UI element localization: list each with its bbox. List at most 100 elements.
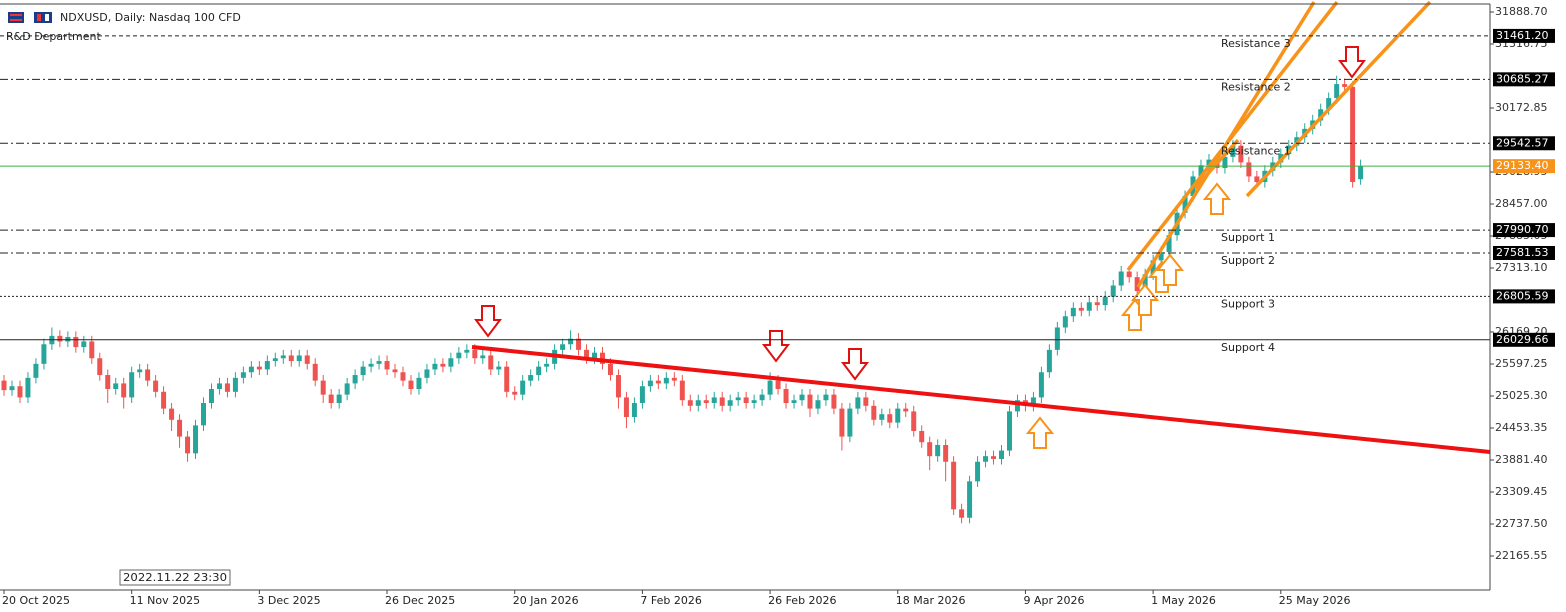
candle-body (448, 358, 454, 367)
y-tick-label: 28457.00 (1495, 197, 1548, 210)
candle-body (25, 377, 31, 398)
x-tick-label: 26 Feb 2026 (768, 594, 836, 607)
candle-body (288, 355, 294, 362)
candle-body (1254, 176, 1260, 183)
candle-body (89, 341, 95, 359)
icon (10, 14, 22, 16)
candle-body (663, 377, 669, 384)
candle-body (464, 349, 470, 353)
candle-body (360, 366, 366, 376)
level-price-box (1493, 72, 1555, 87)
candle-body (193, 425, 199, 454)
candle-body (512, 391, 518, 395)
candle-body (871, 405, 877, 420)
candle-body (208, 389, 214, 404)
candle-body (671, 377, 677, 381)
candle-body (1350, 86, 1356, 183)
candle-body (751, 400, 757, 404)
y-tick-label: 23309.45 (1495, 485, 1548, 498)
levels: Resistance 3 31461.20 Resistance 2 30685.27… (0, 28, 1555, 354)
candle-body (1150, 260, 1156, 275)
candle-body (911, 411, 917, 431)
candle-body (544, 363, 550, 367)
candle-body (719, 397, 725, 406)
candle-body (1198, 165, 1204, 177)
candle-body (232, 377, 238, 392)
last-price-label: 29133.40 (1496, 159, 1549, 172)
candle-body (631, 403, 637, 418)
candle-body (248, 366, 254, 373)
level-price: 31461.20 (1496, 29, 1549, 42)
candle-body (264, 361, 270, 370)
candle-body (296, 355, 302, 362)
level-name: Resistance 2 (1221, 80, 1291, 93)
candle-body (1342, 84, 1348, 87)
candle-body (496, 366, 502, 370)
level-price: 26805.59 (1496, 289, 1549, 302)
candle-body (1238, 145, 1244, 163)
candle-body (799, 394, 805, 401)
y-tick-label: 22737.50 (1495, 517, 1548, 530)
candle-body (65, 336, 71, 342)
timestamp-box (119, 569, 231, 586)
axis-layer: 31888.7031316.7530172.8529028.9528457.00… (2, 5, 1548, 607)
candle-body (280, 355, 286, 359)
candle-body (456, 352, 462, 359)
candle-body (33, 363, 39, 378)
y-tick-label: 30172.85 (1495, 101, 1548, 114)
candle-body (105, 375, 111, 390)
candle-body (975, 461, 981, 482)
candle-body (695, 400, 701, 406)
candle-body (121, 383, 127, 398)
x-tick-label: 3 Dec 2025 (257, 594, 320, 607)
y-tick-label: 27313.10 (1495, 261, 1548, 274)
level-price-box (1493, 289, 1555, 304)
candle-body (1110, 285, 1116, 297)
candle-body (887, 414, 893, 423)
candle-body (1070, 307, 1076, 317)
y-tick-label: 25025.30 (1495, 389, 1548, 402)
candle-body (336, 394, 342, 404)
candle-body (169, 408, 175, 420)
icon (45, 14, 49, 21)
candle-body (304, 355, 310, 364)
candle-body (791, 400, 797, 404)
candle-body (41, 344, 47, 364)
candle-body (687, 400, 693, 406)
level-name: Resistance 3 (1221, 37, 1291, 50)
candle-body (576, 338, 582, 350)
candle-body (1046, 349, 1052, 373)
candle-body (1142, 274, 1148, 292)
candle-body (1030, 397, 1036, 406)
candle-body (1334, 84, 1340, 99)
level-price: 26029.66 (1496, 333, 1549, 346)
candle-body (1102, 296, 1108, 306)
candle-body (815, 400, 821, 409)
candle-body (999, 450, 1004, 459)
candle-body (839, 408, 845, 437)
candle-body (1126, 271, 1132, 278)
level-name: Support 1 (1221, 231, 1275, 244)
candle-body (97, 358, 103, 376)
y-tick-label: 31888.70 (1495, 5, 1548, 18)
chart-title: NDXUSD, Daily: Nasdaq 100 CFD (60, 11, 241, 24)
candle-body (735, 397, 741, 401)
candle-body (81, 341, 87, 348)
candle-body (1318, 109, 1324, 121)
candle-body (1054, 327, 1060, 350)
candle-body (584, 349, 590, 359)
candle-body (536, 366, 542, 376)
trend-line (1136, 1, 1316, 288)
candle-body (951, 461, 957, 510)
candle-body (400, 372, 406, 381)
candle-body (272, 358, 278, 362)
candle-body (831, 394, 837, 409)
candle-body (615, 375, 621, 398)
level-name: Support 2 (1221, 254, 1275, 267)
candle-body (703, 400, 709, 404)
candle-body (959, 509, 965, 518)
trend-line (1245, 0, 1432, 198)
candle-body (1222, 156, 1228, 169)
candle-body (384, 361, 390, 370)
